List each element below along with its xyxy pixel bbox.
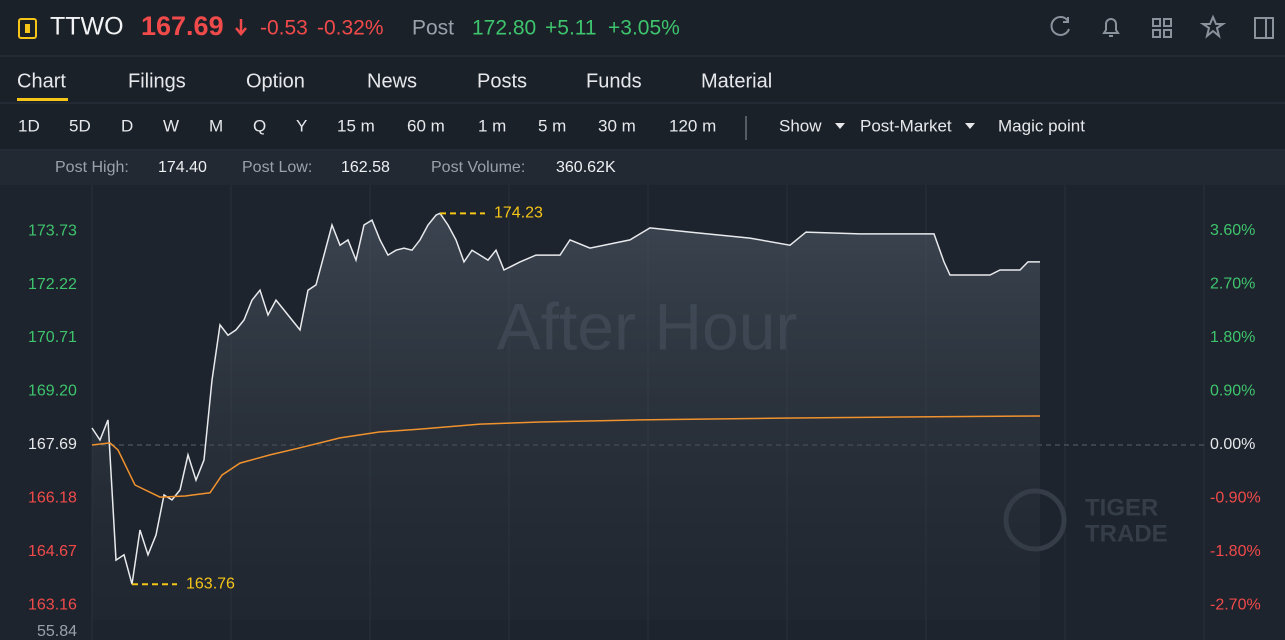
y-tick-label: 166.18 [28,490,77,507]
post-change-pct: +3.05% [608,17,680,40]
period[interactable]: D [121,116,133,135]
y-tick-label: 164.67 [28,543,77,560]
price-line [91,212,1040,585]
down-arrow [235,19,247,36]
stats-bar [0,150,1285,185]
y-tick-label: 169.20 [28,383,77,400]
option[interactable]: Post-Market [860,116,952,135]
grid-icon[interactable] [1152,18,1172,38]
refresh-icon[interactable] [1050,16,1070,36]
symbol-icon [25,24,30,33]
post-change: +5.11 [545,17,597,40]
y2-tick-label: 2.70% [1210,276,1255,293]
panel-icon[interactable] [1254,17,1274,39]
y2-tick-label: 1.80% [1210,329,1255,346]
period[interactable]: 1D [18,116,40,135]
symbol-icon [18,18,37,39]
tab[interactable]: Filings [128,70,186,92]
tab[interactable]: Chart [17,70,66,92]
y-tick-label: 163.16 [28,597,77,614]
period[interactable]: 1 m [478,116,506,135]
extreme-label: 163.76 [186,575,235,592]
y-tick-label: 172.22 [28,276,77,293]
volume-tick-label: 55.84 [37,623,77,640]
period[interactable]: 60 m [407,116,445,135]
tab[interactable]: Posts [477,70,527,92]
bell-icon[interactable] [1102,18,1120,37]
option[interactable]: Show [779,116,822,135]
period[interactable]: 30 m [598,116,636,135]
y2-tick-label: -2.70% [1210,597,1261,614]
price: 167.69 [141,11,224,41]
period[interactable]: W [163,116,179,135]
stat-label: Post High: [55,159,129,176]
tab-underline [17,98,68,101]
period[interactable]: Y [296,116,307,135]
stat-value: 162.58 [341,159,390,176]
option[interactable]: Magic point [998,116,1085,135]
tab[interactable]: Material [701,70,772,92]
period[interactable]: 15 m [337,116,375,135]
y2-tick-label: -1.80% [1210,543,1261,560]
tab[interactable]: News [367,70,417,92]
area [92,213,1040,621]
logo-text: TRADE [1085,520,1168,547]
y-tick-label: 170.71 [28,329,77,346]
stat-label: Post Volume: [431,159,525,176]
y2-tick-label: 0.90% [1210,383,1255,400]
stat-value: 360.62K [556,159,616,176]
period[interactable]: 5 m [538,116,566,135]
period[interactable]: 120 m [669,116,716,135]
chart: After HourTIGERTRADE173.73172.22170.7116… [28,185,1261,640]
symbol: TTWO [50,13,124,41]
stat-label: Post Low: [242,159,312,176]
change-pct: -0.32% [317,17,384,40]
tab[interactable]: Funds [586,70,642,92]
tab[interactable]: Option [246,70,305,92]
y2-tick-label: 3.60% [1210,222,1255,239]
logo-text: TIGER [1085,494,1158,521]
period[interactable]: 5D [69,116,91,135]
y2-tick-label: 0.00% [1210,436,1255,453]
price-line [91,415,1041,498]
y-tick-label: 167.69 [28,436,77,453]
period[interactable]: Q [253,116,266,135]
y2-tick-label: -0.90% [1210,490,1261,507]
post-price: 172.80 [472,17,536,40]
star-icon[interactable] [1199,14,1227,39]
period[interactable]: M [209,116,223,135]
change: -0.53 [260,17,308,40]
extreme-label: 174.23 [494,205,543,222]
y-tick-label: 173.73 [28,222,77,239]
stat-value: 174.40 [158,159,207,176]
session: Post [412,17,454,40]
